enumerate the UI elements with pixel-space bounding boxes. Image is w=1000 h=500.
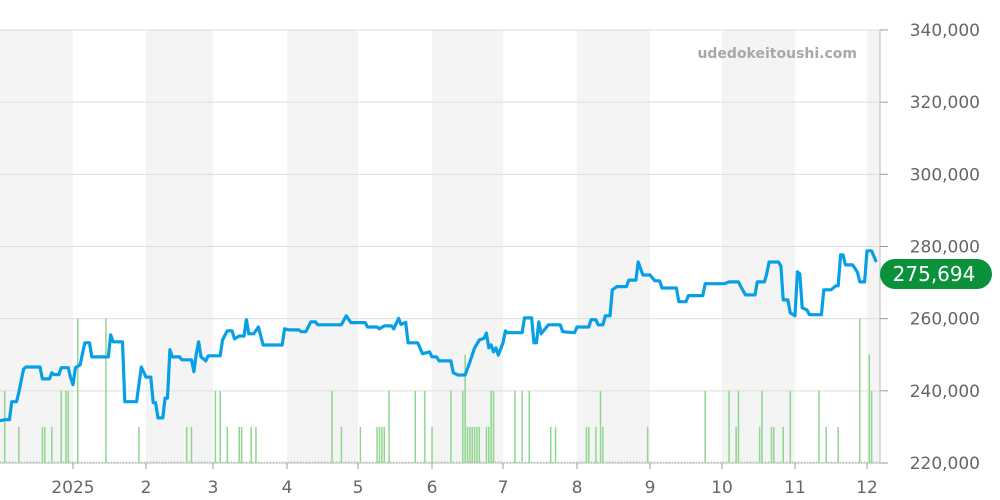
volume-bar	[476, 426, 478, 463]
volume-bar	[43, 426, 46, 463]
volume-bar	[214, 390, 217, 463]
volume-bar	[60, 390, 62, 463]
y-tick-label: 280,000	[910, 238, 980, 258]
volume-bar	[462, 390, 464, 463]
volume-bar	[818, 390, 820, 463]
volume-bar	[599, 390, 602, 463]
volume-bar	[789, 390, 792, 463]
volume-bar	[105, 318, 107, 463]
volume-bar	[478, 426, 481, 463]
volume-bar	[490, 390, 492, 463]
y-tick-label: 220,000	[910, 454, 980, 474]
volume-bar	[431, 426, 433, 463]
volume-bar	[388, 390, 390, 463]
volume-bar	[585, 426, 588, 463]
x-tick-label: 2025	[51, 478, 94, 498]
volume-bar	[414, 390, 417, 463]
y-tick-label: 300,000	[910, 165, 980, 185]
x-tick-label: 5	[353, 478, 364, 498]
current-value-badge: 275,694	[880, 259, 992, 289]
x-tick-label: 10	[711, 478, 733, 498]
volume-bar	[226, 426, 229, 463]
volume-bars	[0, 318, 880, 463]
volume-bar	[602, 426, 604, 463]
volume-bar	[870, 390, 873, 463]
volume-bar	[469, 426, 471, 463]
volume-bar	[735, 426, 737, 463]
volume-bar	[646, 426, 649, 463]
volume-bar	[728, 390, 730, 463]
y-tick-label: 240,000	[910, 382, 980, 402]
volume-bar	[41, 426, 44, 463]
volume-bar	[185, 426, 188, 463]
x-tick-label: 9	[645, 478, 656, 498]
y-tick-label: 260,000	[910, 310, 980, 330]
volume-bar	[770, 426, 773, 463]
volume-bar	[359, 426, 362, 463]
volume-bar	[340, 426, 343, 463]
volume-bar	[450, 390, 452, 463]
volume-bar	[859, 318, 861, 463]
volume-bar	[190, 426, 193, 463]
volume-bar	[67, 390, 70, 463]
volume-bar	[514, 390, 516, 463]
volume-bar	[825, 426, 827, 463]
volume-bar	[485, 426, 488, 463]
volume-bar	[588, 426, 590, 463]
volume-bar	[782, 426, 784, 463]
x-tick-label: 2	[141, 478, 152, 498]
volume-bar	[76, 318, 79, 463]
volume-bar	[737, 390, 740, 463]
x-tick-label: 7	[498, 478, 509, 498]
volume-bar	[51, 426, 53, 463]
volume-bar	[138, 426, 140, 463]
volume-bar	[250, 426, 252, 463]
volume-bar	[464, 354, 466, 463]
volume-bar	[219, 390, 221, 463]
volume-bar	[376, 426, 378, 463]
volume-bar	[761, 390, 763, 463]
volume-bar	[238, 426, 241, 463]
volume-bar	[18, 426, 20, 463]
volume-bar	[255, 426, 257, 463]
volume-bar	[521, 390, 523, 463]
volume-bar	[383, 426, 386, 463]
volume-bar	[240, 426, 243, 463]
volume-bar	[528, 390, 531, 463]
volume-bar	[837, 426, 839, 463]
volume-bar	[595, 426, 597, 463]
volume-bar	[424, 390, 426, 463]
volume-bar	[65, 390, 67, 463]
x-tick-label: 11	[784, 478, 806, 498]
volume-bar	[549, 426, 552, 463]
volume-bar	[471, 426, 473, 463]
watermark: udedokeitoushi.com	[697, 46, 857, 62]
price-line	[0, 249, 878, 423]
x-tick-label: 12	[856, 478, 878, 498]
volume-bar	[773, 426, 775, 463]
volume-bar	[381, 426, 383, 463]
volume-bar	[488, 426, 490, 463]
volume-bar	[704, 390, 706, 463]
x-tick-label: 8	[572, 478, 583, 498]
x-tick-label: 3	[208, 478, 219, 498]
volume-bar	[3, 390, 6, 463]
x-tick-label: 4	[282, 478, 293, 498]
volume-bar	[758, 426, 761, 463]
volume-bar	[331, 390, 333, 463]
current-value-label: 275,694	[893, 262, 976, 286]
axes: 220,000 240,000 260,000 280,000 300,000 320,0…	[0, 21, 980, 498]
volume-bar	[492, 390, 495, 463]
x-tick-label: 6	[427, 478, 438, 498]
y-tick-label: 320,000	[910, 93, 980, 113]
volume-bar	[378, 426, 381, 463]
volume-bar	[554, 426, 557, 463]
volume-bar	[466, 426, 469, 463]
volume-bar	[868, 354, 871, 463]
y-tick-label: 340,000	[910, 21, 980, 41]
volume-bar	[473, 426, 476, 463]
